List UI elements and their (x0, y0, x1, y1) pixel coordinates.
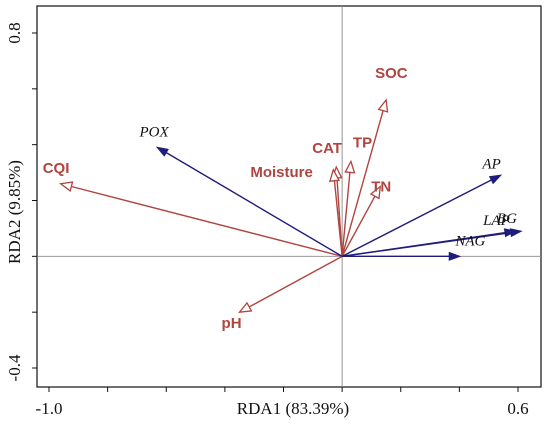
arrow-label-bg: BG (497, 211, 517, 227)
arrow-shaft-ph (248, 255, 343, 308)
arrow-shaft-moisture (333, 180, 343, 257)
arrow-head-moisture (328, 168, 341, 182)
arrow-label-lap: LAP (482, 213, 510, 229)
arrow-head-ap (488, 174, 503, 185)
arrow-head-tp (344, 159, 356, 174)
arrow-shaft-ap (341, 178, 494, 257)
y-tick-label: 0.8 (5, 22, 24, 43)
arrow-shaft-bg (342, 231, 514, 258)
arrow-shaft-cqi (71, 185, 343, 258)
arrow-label-ph: pH (222, 315, 242, 332)
arrow-head-nag (448, 251, 462, 261)
arrow-label-cqi: CQI (43, 160, 70, 177)
arrow-shaft-tn (341, 195, 376, 257)
arrow-shaft-tp (341, 172, 351, 257)
arrow-head-ph (238, 301, 253, 313)
plot-frame (36, 5, 542, 388)
arrow-label-ap: AP (481, 156, 500, 172)
y-axis-title: RDA2 (9.85%) (5, 160, 24, 264)
arrow-shaft-pox (163, 150, 343, 257)
arrow-label-soc: SOC (375, 65, 408, 82)
arrow-label-cat: CAT (312, 140, 342, 157)
x-tick-label: 0.6 (507, 399, 528, 418)
arrow-head-tn (369, 185, 382, 200)
arrow-label-tn: TN (371, 179, 391, 196)
arrow-head-cqi (59, 181, 74, 193)
x-axis-title: RDA1 (83.39%) (237, 399, 349, 418)
x-tick-label: -1.0 (36, 399, 63, 418)
y-tick-label: -0.4 (5, 354, 24, 381)
arrow-label-tp: TP (353, 134, 372, 151)
arrow-label-moisture: Moisture (250, 164, 313, 181)
arrow-head-pox (155, 146, 169, 157)
arrow-head-soc (377, 98, 389, 113)
arrow-shaft-soc (341, 110, 384, 257)
arrow-head-bg (509, 228, 523, 238)
arrow-label-pox: POX (138, 124, 169, 140)
arrow-label-nag: NAG (454, 233, 485, 249)
